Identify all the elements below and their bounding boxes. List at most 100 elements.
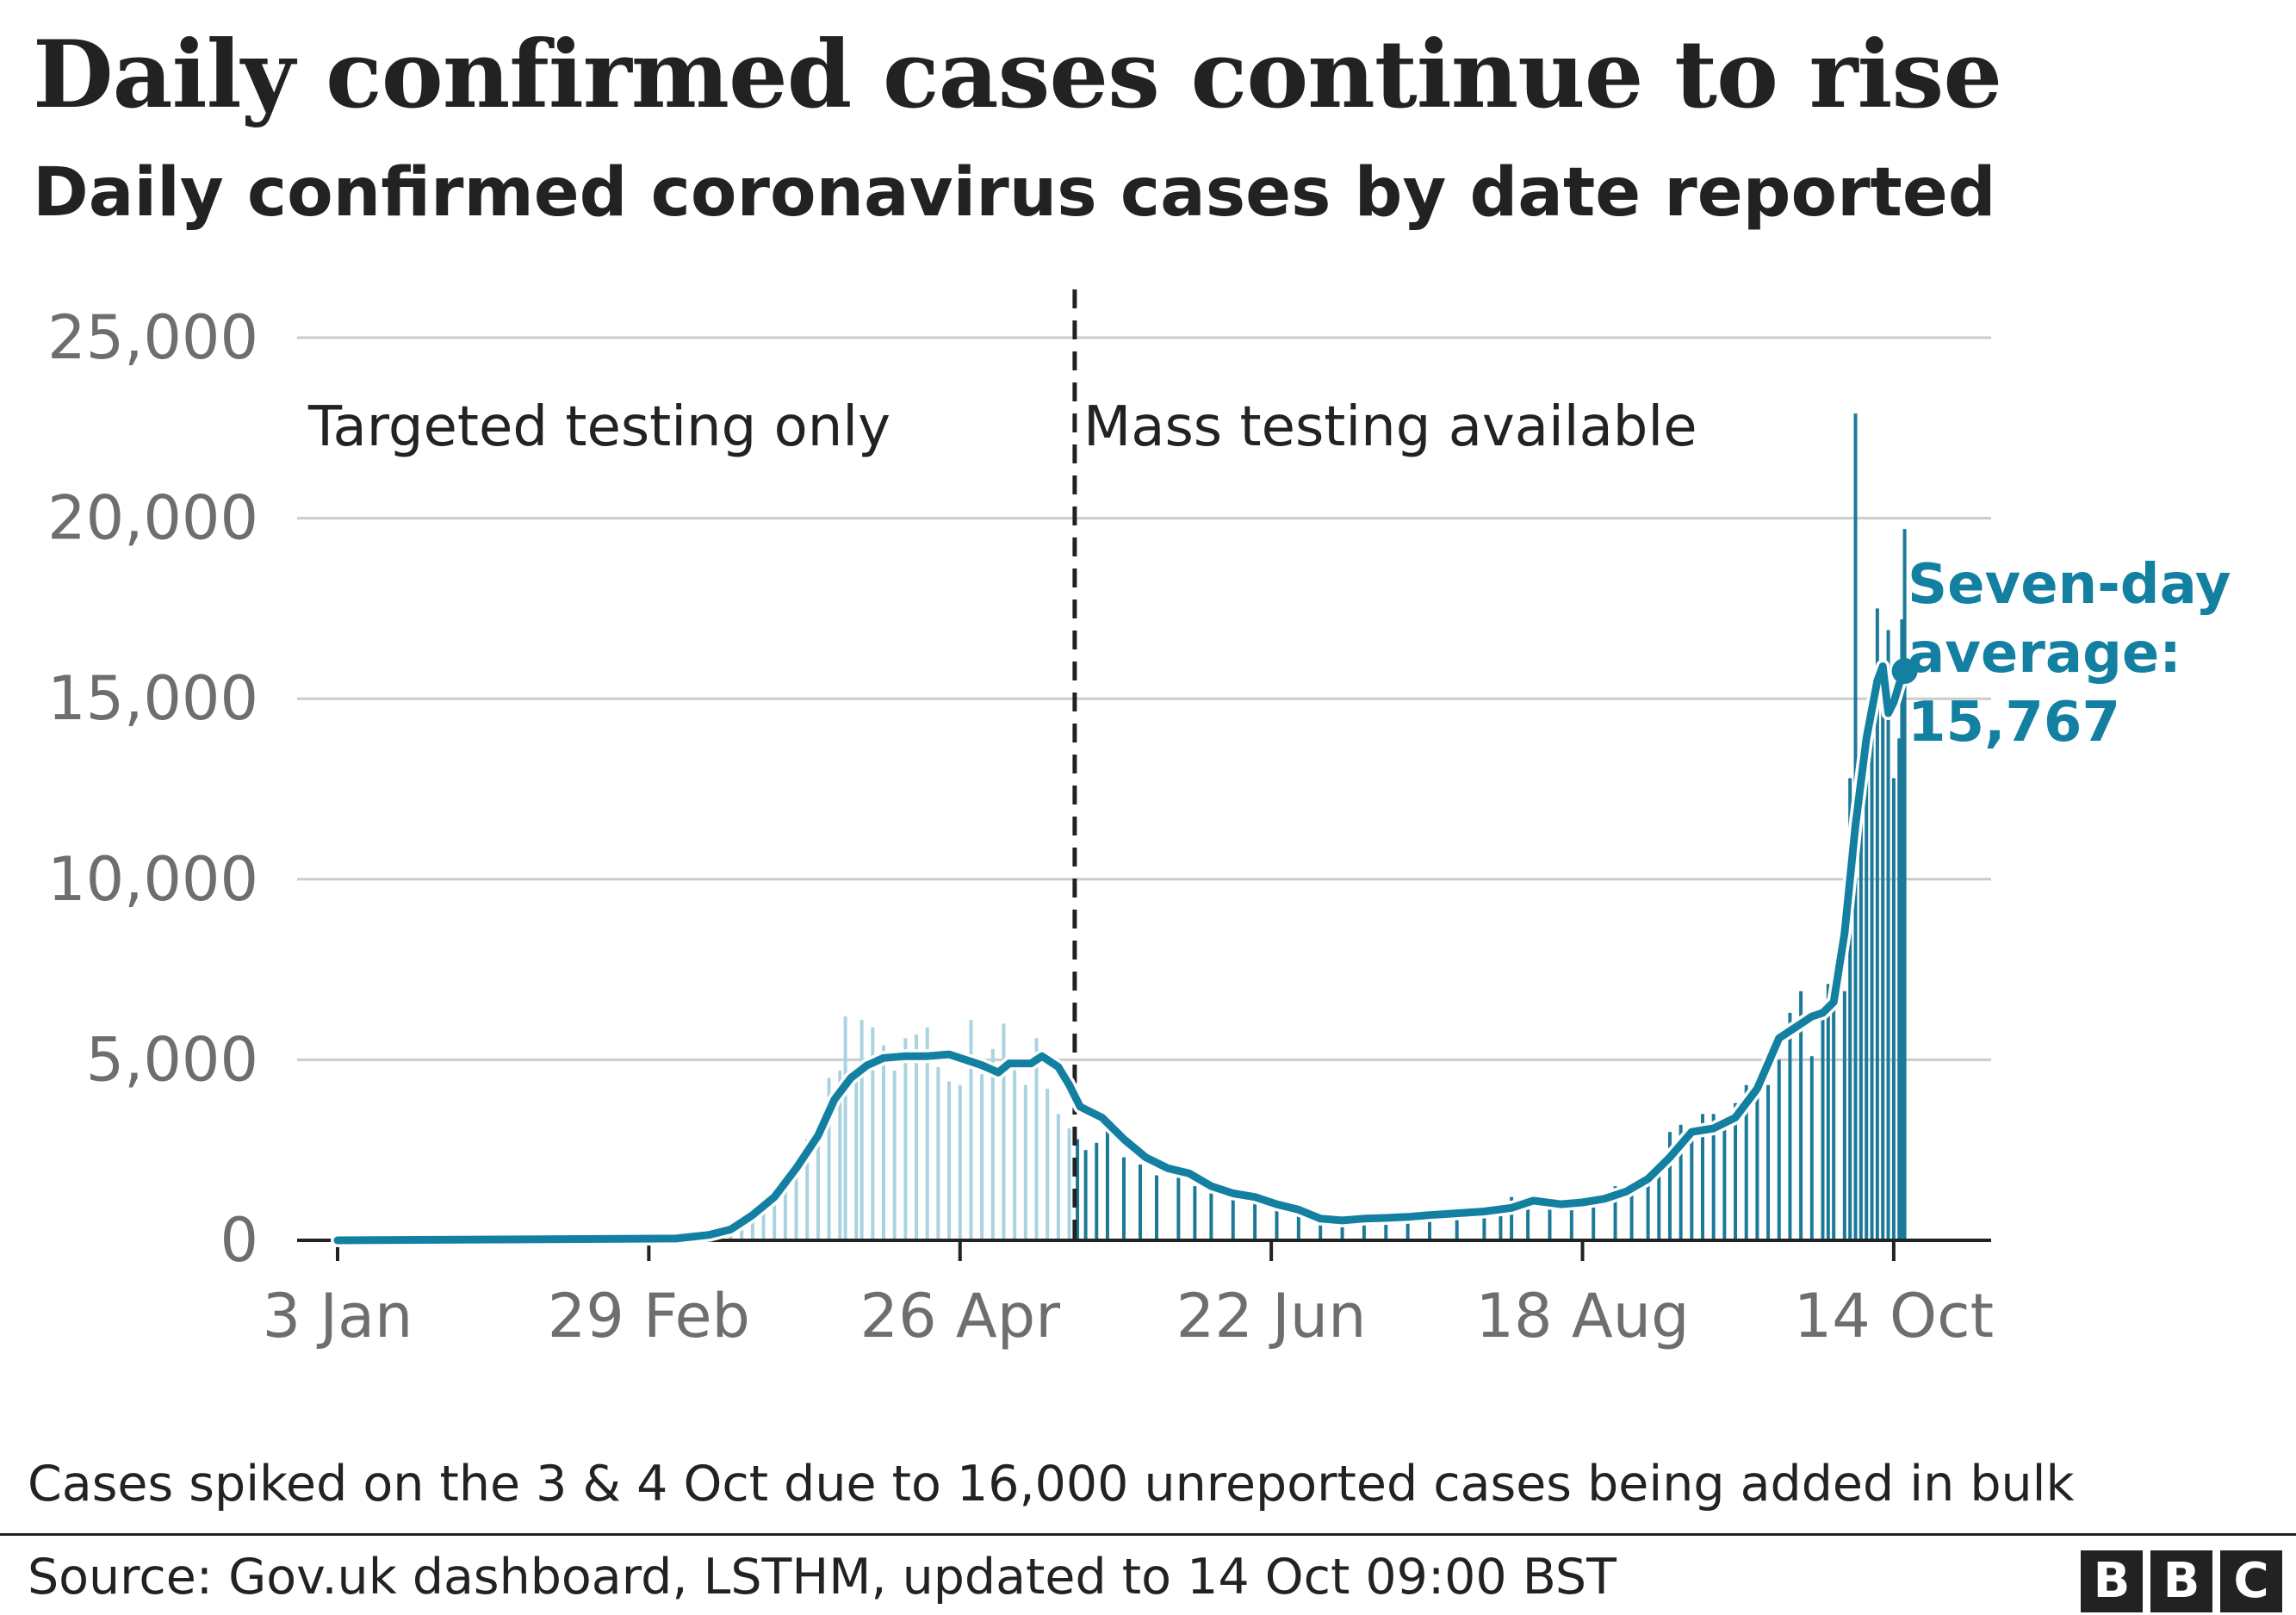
- logo-letter: B: [2081, 1550, 2143, 1612]
- daily-bar: [1193, 1186, 1197, 1240]
- x-tick-label: 29 Feb: [548, 1281, 750, 1351]
- daily-bar: [1056, 1114, 1060, 1240]
- footer-rule: [0, 1533, 2296, 1536]
- daily-bar: [1646, 1171, 1650, 1240]
- daily-bar: [1881, 699, 1885, 1240]
- daily-bar: [1832, 984, 1836, 1240]
- daily-bar: [794, 1160, 798, 1240]
- daily-bar: [1809, 1056, 1814, 1240]
- daily-bar: [1799, 991, 1803, 1240]
- daily-bar: [750, 1214, 754, 1240]
- daily-bar: [1859, 778, 1863, 1240]
- daily-bar: [1821, 1016, 1825, 1240]
- daily-bar: [1900, 618, 1904, 1240]
- daily-bar: [1319, 1222, 1323, 1240]
- daily-bar: [783, 1178, 787, 1240]
- daily-bar: [1034, 1038, 1039, 1240]
- daily-bar: [1275, 1204, 1279, 1240]
- daily-bar: [1231, 1191, 1235, 1240]
- daily-bar: [1897, 738, 1902, 1240]
- y-tick-label: 5,000: [86, 1024, 258, 1095]
- seven-day-average: [331, 658, 1918, 1247]
- daily-bar: [1657, 1168, 1661, 1240]
- daily-bar: [1023, 1084, 1027, 1240]
- daily-bar: [843, 1016, 847, 1240]
- daily-bar: [859, 1020, 864, 1240]
- daily-bar: [925, 1027, 929, 1240]
- daily-bar: [1865, 717, 1869, 1240]
- daily-bar: [1755, 1078, 1759, 1240]
- daily-bar: [1613, 1186, 1617, 1240]
- daily-bar: [1788, 1012, 1792, 1240]
- daily-bar: [1155, 1175, 1158, 1240]
- daily-bar: [915, 1034, 919, 1240]
- x-tick-label: 14 Oct: [1794, 1281, 1994, 1351]
- logo-letter: B: [2150, 1550, 2212, 1612]
- daily-bar: [1744, 1084, 1748, 1240]
- daily-bar: [1013, 1066, 1017, 1240]
- daily-bar: [871, 1027, 875, 1240]
- daily-bar: [1362, 1216, 1366, 1240]
- daily-bar: [990, 1048, 995, 1240]
- daily-bar: [1253, 1196, 1257, 1240]
- daily-bar: [1176, 1171, 1181, 1240]
- y-tick-label: 20,000: [47, 483, 258, 554]
- daily-bar: [1076, 1139, 1080, 1240]
- x-tick-label: 26 Apr: [860, 1281, 1061, 1351]
- daily-bar: [882, 1045, 885, 1240]
- daily-bar: [980, 1074, 984, 1240]
- daily-bar: [947, 1081, 952, 1240]
- daily-bar: [773, 1193, 777, 1240]
- daily-bar: [1722, 1121, 1727, 1240]
- daily-bar: [1690, 1139, 1694, 1240]
- daily-bar: [1002, 1023, 1006, 1240]
- daily-bar: [1592, 1196, 1596, 1240]
- daily-bar: [1121, 1157, 1126, 1240]
- daily-bar: [1842, 991, 1846, 1240]
- y-tick-label: 15,000: [47, 663, 258, 734]
- daily-bar: [1296, 1211, 1300, 1240]
- daily-bar: [1886, 630, 1890, 1240]
- daily-bar: [854, 1078, 859, 1240]
- region-label-targeted: Targeted testing only: [307, 395, 890, 459]
- daily-bar: [805, 1139, 810, 1240]
- daily-bar: [1105, 1128, 1109, 1240]
- daily-bar: [1340, 1220, 1344, 1240]
- y-tick-label: 0: [220, 1205, 258, 1276]
- daily-bar: [1629, 1182, 1634, 1240]
- x-tick-label: 3 Jan: [263, 1281, 413, 1351]
- daily-bar: [1902, 529, 1907, 1240]
- daily-bar: [1548, 1204, 1552, 1240]
- daily-bar: [1667, 1132, 1672, 1240]
- chart-subtitle: Daily confirmed coronavirus cases by dat…: [33, 154, 1996, 232]
- daily-bar: [1510, 1196, 1514, 1240]
- daily-bar: [1701, 1114, 1704, 1240]
- daily-bar: [1209, 1193, 1213, 1240]
- daily-bar: [816, 1132, 820, 1240]
- daily-bar: [958, 1084, 962, 1240]
- y-tick-label: 10,000: [47, 844, 258, 915]
- daily-bar: [1046, 1088, 1050, 1240]
- daily-bar: [1384, 1218, 1388, 1240]
- daily-bar: [1891, 778, 1896, 1240]
- daily-bar: [1526, 1200, 1530, 1240]
- daily-bar: [761, 1208, 766, 1240]
- daily-bar: [1826, 984, 1830, 1240]
- daily-bar: [1734, 1103, 1738, 1240]
- y-axis-ticks: 0 5,000 10,000 15,000 20,000 25,000: [47, 302, 258, 1276]
- daily-bar: [1777, 1059, 1781, 1240]
- average-endpoint-dot: [1891, 658, 1918, 685]
- endpoint-label-line: Seven-day: [1908, 553, 2231, 617]
- daily-bar: [903, 1038, 908, 1240]
- x-axis: 3 Jan 29 Feb 26 Apr 22 Jun 18 Aug 14 Oct: [263, 1239, 1994, 1351]
- daily-bar: [892, 1070, 897, 1240]
- daily-bar: [1406, 1214, 1410, 1240]
- x-tick-label: 18 Aug: [1476, 1281, 1690, 1351]
- daily-bar: [740, 1222, 744, 1240]
- daily-bar: [969, 1020, 973, 1240]
- logo-letter: C: [2220, 1550, 2282, 1612]
- average-line: [333, 662, 1909, 1245]
- daily-bar: [1428, 1211, 1431, 1240]
- x-tick-label: 22 Jun: [1176, 1281, 1367, 1351]
